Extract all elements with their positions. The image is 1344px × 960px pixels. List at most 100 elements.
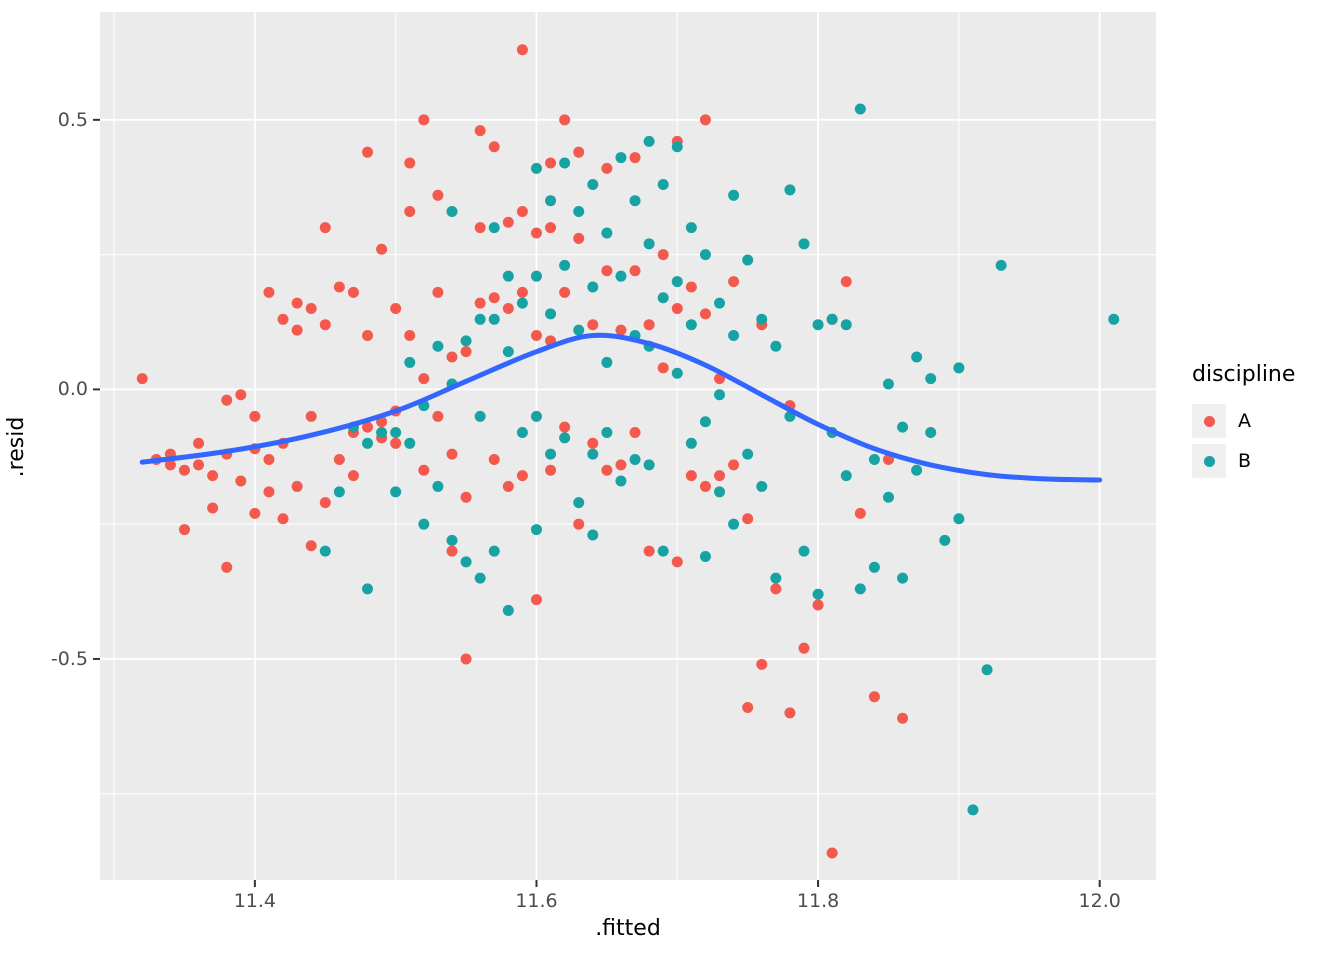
data-point-b (601, 356, 613, 368)
x-tick-label: 11.8 (796, 890, 840, 912)
data-point-b (868, 561, 880, 573)
data-point-b (573, 205, 585, 217)
data-point-b (925, 373, 937, 385)
data-point-b (882, 491, 894, 503)
data-point-a (826, 847, 838, 859)
data-point-a (404, 205, 416, 217)
data-point-b (657, 179, 669, 191)
data-point-b (362, 583, 374, 595)
data-point-a (516, 286, 528, 298)
data-point-a (390, 303, 402, 315)
data-point-a (756, 658, 768, 670)
data-point-b (587, 448, 599, 460)
data-point-b (911, 464, 923, 476)
data-point-b (699, 249, 711, 261)
data-point-a (432, 189, 444, 201)
data-point-a (418, 464, 430, 476)
plot-area (93, 12, 1156, 887)
data-point-a (291, 297, 303, 309)
data-point-b (460, 335, 472, 347)
data-point-a (516, 205, 528, 217)
data-point-a (333, 281, 345, 293)
data-point-a (601, 464, 613, 476)
data-point-b (728, 518, 740, 530)
data-point-a (530, 594, 542, 606)
data-point-b (699, 416, 711, 428)
data-point-b (376, 427, 388, 439)
data-point-a (277, 513, 289, 525)
data-point-a (615, 459, 627, 471)
data-point-a (742, 701, 754, 713)
data-point-b (699, 551, 711, 563)
data-point-b (502, 604, 514, 616)
data-point-a (164, 459, 176, 471)
data-point-a (305, 540, 317, 552)
data-point-b (573, 324, 585, 336)
data-point-b (404, 437, 416, 449)
data-point-b (530, 270, 542, 282)
data-point-a (699, 308, 711, 320)
data-point-a (742, 513, 754, 525)
data-point-a (573, 146, 585, 158)
data-point-b (784, 184, 796, 196)
data-point-a (530, 227, 542, 239)
data-point-a (305, 410, 317, 422)
data-point-b (615, 475, 627, 487)
data-point-a (685, 281, 697, 293)
data-point-a (629, 265, 641, 277)
data-point-a (178, 524, 190, 536)
data-point-a (178, 464, 190, 476)
data-point-b (333, 486, 345, 498)
data-point-a (699, 480, 711, 492)
data-point-a (263, 486, 275, 498)
data-point-b (418, 518, 430, 530)
x-axis-title: .fitted (595, 916, 661, 941)
data-point-a (291, 480, 303, 492)
data-point-b (530, 410, 542, 422)
data-point-a (305, 303, 317, 315)
data-point-a (249, 410, 261, 422)
data-point-b (657, 545, 669, 557)
data-point-b (559, 157, 571, 169)
legend-dot-icon (1203, 415, 1215, 427)
data-point-a (770, 583, 782, 595)
legend-label: A (1238, 410, 1251, 432)
data-point-a (728, 459, 740, 471)
data-point-b (488, 313, 500, 325)
data-point-b (559, 259, 571, 271)
y-tick-label: 0.0 (57, 378, 88, 401)
data-point-a (587, 437, 599, 449)
data-point-a (263, 286, 275, 298)
data-point-a (319, 497, 331, 509)
data-point-a (333, 453, 345, 465)
data-point-a (573, 518, 585, 530)
y-tick-label: -0.5 (50, 647, 88, 670)
data-point-b (446, 534, 458, 546)
data-point-a (615, 324, 627, 336)
data-point-b (587, 529, 599, 541)
data-point-b (756, 313, 768, 325)
data-point-a (897, 712, 909, 724)
data-point-a (784, 707, 796, 719)
data-point-a (699, 114, 711, 126)
data-point-b (404, 356, 416, 368)
data-point-b (882, 378, 894, 390)
data-point-b (530, 524, 542, 536)
data-point-b (319, 545, 331, 557)
data-point-a (446, 448, 458, 460)
data-point-a (418, 114, 430, 126)
data-point-b (714, 486, 726, 498)
data-point-b (390, 427, 402, 439)
data-point-a (207, 502, 219, 514)
data-point-a (193, 437, 205, 449)
data-point-b (629, 195, 641, 207)
data-point-a (460, 346, 472, 358)
data-point-b (812, 588, 824, 600)
data-point-a (840, 276, 852, 288)
data-point-b (587, 281, 599, 293)
data-point-b (714, 297, 726, 309)
data-point-b (798, 545, 810, 557)
data-point-b (432, 340, 444, 352)
data-point-b (601, 227, 613, 239)
data-point-a (418, 373, 430, 385)
